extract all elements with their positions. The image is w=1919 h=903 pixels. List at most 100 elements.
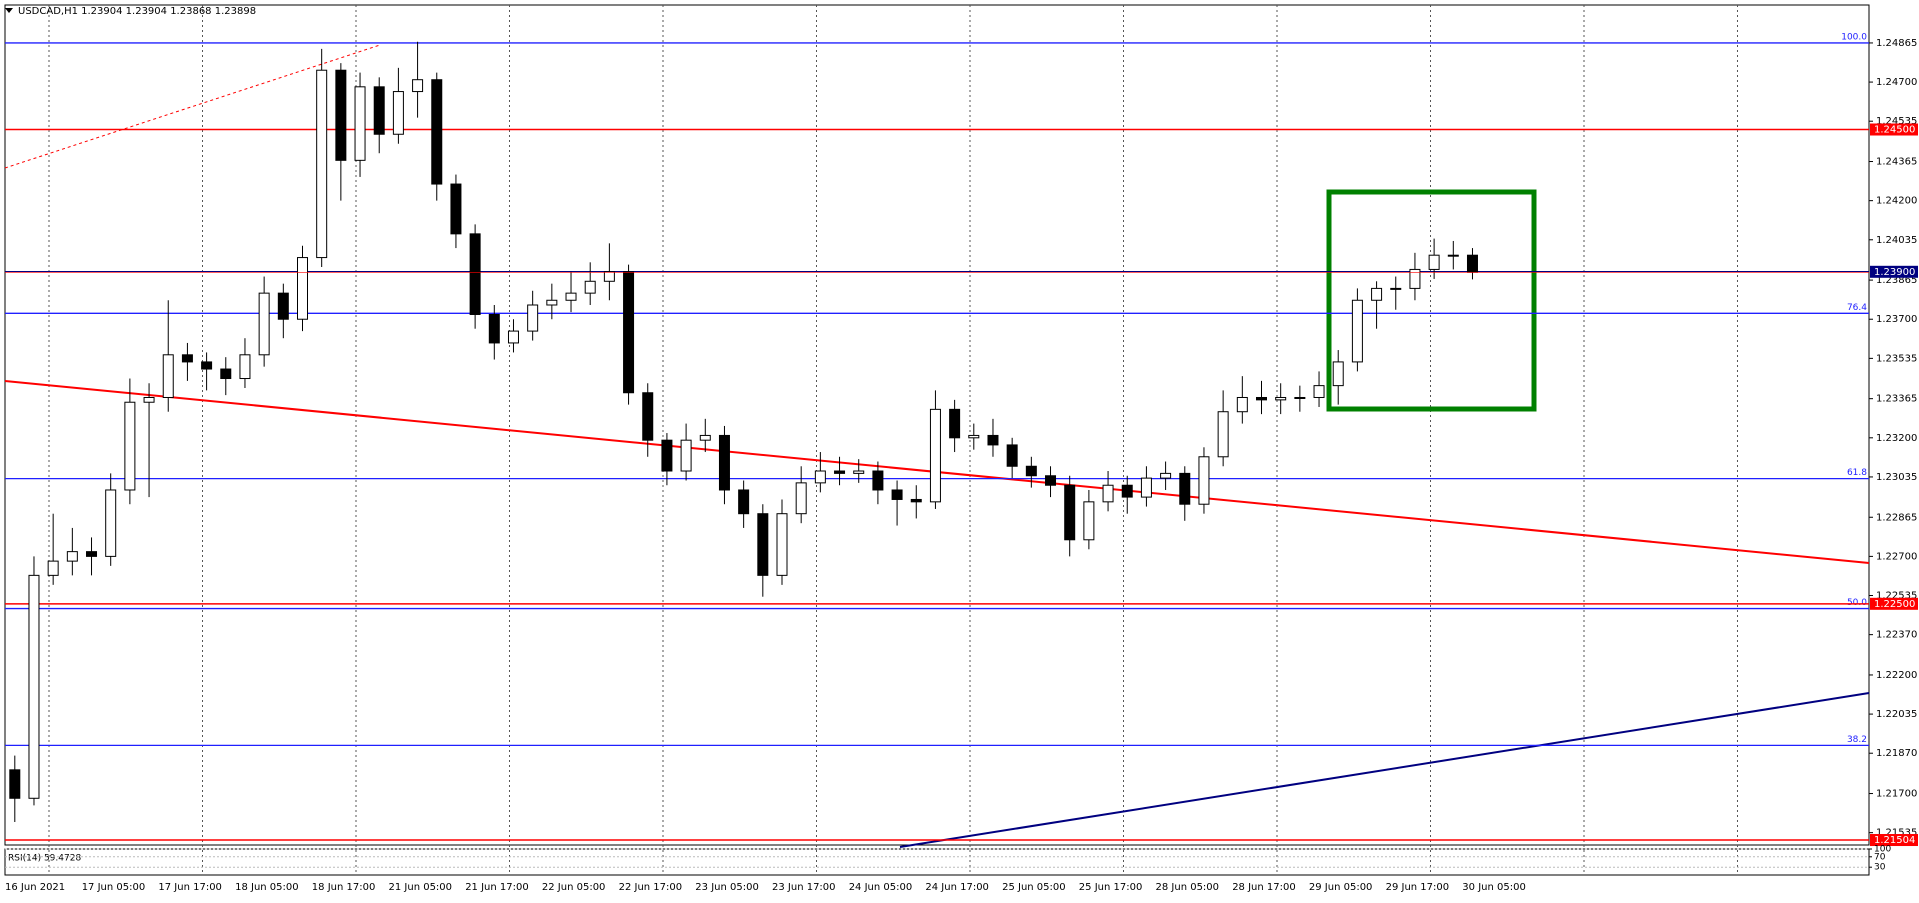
candle-body [1102,484,1114,503]
candle-body [1256,396,1267,401]
y-tick-label: 1.21535 [1876,828,1917,839]
level-label: 1.22500 [1874,599,1915,610]
candle-body [968,434,980,439]
menu-arrow [5,8,13,13]
x-tick-label: 22 Jun 17:00 [619,882,683,893]
candle-body [872,470,884,491]
candle-body [853,470,865,474]
level-tag [1870,597,1918,610]
candle-body [412,79,424,93]
x-tick-label: 25 Jun 05:00 [1002,882,1066,893]
level-tag [1870,834,1918,847]
y-tick-label: 1.22370 [1876,630,1917,641]
candle-body [718,434,730,491]
y-tick-label: 1.22535 [1876,591,1917,602]
candle-body [795,482,807,515]
y-tick-label: 1.23535 [1876,353,1917,364]
candle-body [181,354,193,363]
candle-body [680,439,692,472]
candle-body [1083,501,1095,541]
candle-body [507,330,519,344]
rsi-tick-label: 30 [1874,863,1886,873]
candle-body [392,91,404,135]
candle-body [297,257,308,320]
candle-body [488,313,500,344]
candle-body [1064,484,1076,541]
support-line [899,692,1870,848]
candle-body [1025,465,1037,477]
y-tick-label: 1.22200 [1876,670,1917,681]
y-tick-label: 1.23035 [1876,472,1917,483]
candle-body [1140,477,1152,498]
candle-body [834,470,846,474]
candle-body [527,304,539,332]
candle-body [814,470,826,484]
candle-body [929,408,941,503]
candle-body [1275,396,1287,401]
grid [48,5,1738,875]
candle-body [9,769,21,799]
candle-body [431,79,443,185]
candle-body [1217,411,1229,458]
candle-body [1294,396,1306,399]
candle-body [1121,484,1133,498]
x-tick-label: 18 Jun 05:00 [235,882,299,893]
candle-body [469,233,481,315]
x-tick-label: 16 Jun 2021 [5,882,65,893]
candle-body [354,86,366,161]
x-tick-label: 30 Jun 05:00 [1462,882,1526,893]
rsi-label: RSI(14) 59.4728 [8,854,81,864]
x-tick-label: 21 Jun 17:00 [465,882,529,893]
fib-label: 100.0 [1841,32,1867,42]
candle-body [1198,456,1210,505]
candle-body [623,271,635,394]
candle-body [66,551,78,562]
candle-body [373,86,385,135]
candle-body [1390,287,1402,290]
x-tick-label: 28 Jun 05:00 [1156,882,1220,893]
candle-body [335,69,347,161]
y-tick-label: 1.24700 [1876,77,1917,88]
x-tick-label: 29 Jun 17:00 [1386,882,1450,893]
rsi-pane [4,848,1870,876]
level-label: 1.24500 [1874,125,1915,136]
candle-body [86,551,98,557]
x-tick-label: 22 Jun 05:00 [542,882,606,893]
y-tick-label: 1.21700 [1876,789,1917,800]
candle-body [987,434,999,446]
candle-body [258,292,270,356]
candle-body [220,368,232,380]
x-tick-label: 25 Jun 17:00 [1079,882,1143,893]
candle-body [910,498,922,503]
candle-body [1447,254,1459,257]
candle-body [316,69,328,259]
candle-body [1428,254,1440,270]
candle-body [776,513,788,576]
x-tick-label: 18 Jun 17:00 [312,882,376,893]
candle-body [239,354,251,380]
candle-body [584,280,596,294]
candle-body [1332,361,1344,387]
candle-body [1160,472,1172,479]
candle-body [277,292,289,320]
candle-body [162,354,174,398]
fib-label: 76.4 [1847,303,1867,313]
y-tick-label: 1.24035 [1876,235,1917,246]
candle-body [143,396,155,403]
candle-body [699,434,711,441]
rsi-tick-label: 100 [1874,845,1891,855]
candle-body [450,183,462,235]
candle-body [105,489,117,557]
fib-label: 38.2 [1847,735,1867,745]
x-tick-label: 24 Jun 17:00 [925,882,989,893]
chart-title: USDCAD,H1 1.23904 1.23904 1.23868 1.2389… [18,6,256,17]
candle-body [1351,299,1363,363]
y-tick-label: 1.24535 [1876,116,1917,127]
level-tag [1870,265,1918,278]
x-tick-label: 17 Jun 05:00 [82,882,146,893]
candle-body [546,299,558,306]
fib-label: 50.0 [1847,598,1867,608]
x-tick-label: 28 Jun 17:00 [1232,882,1296,893]
y-tick-label: 1.21870 [1876,748,1917,759]
